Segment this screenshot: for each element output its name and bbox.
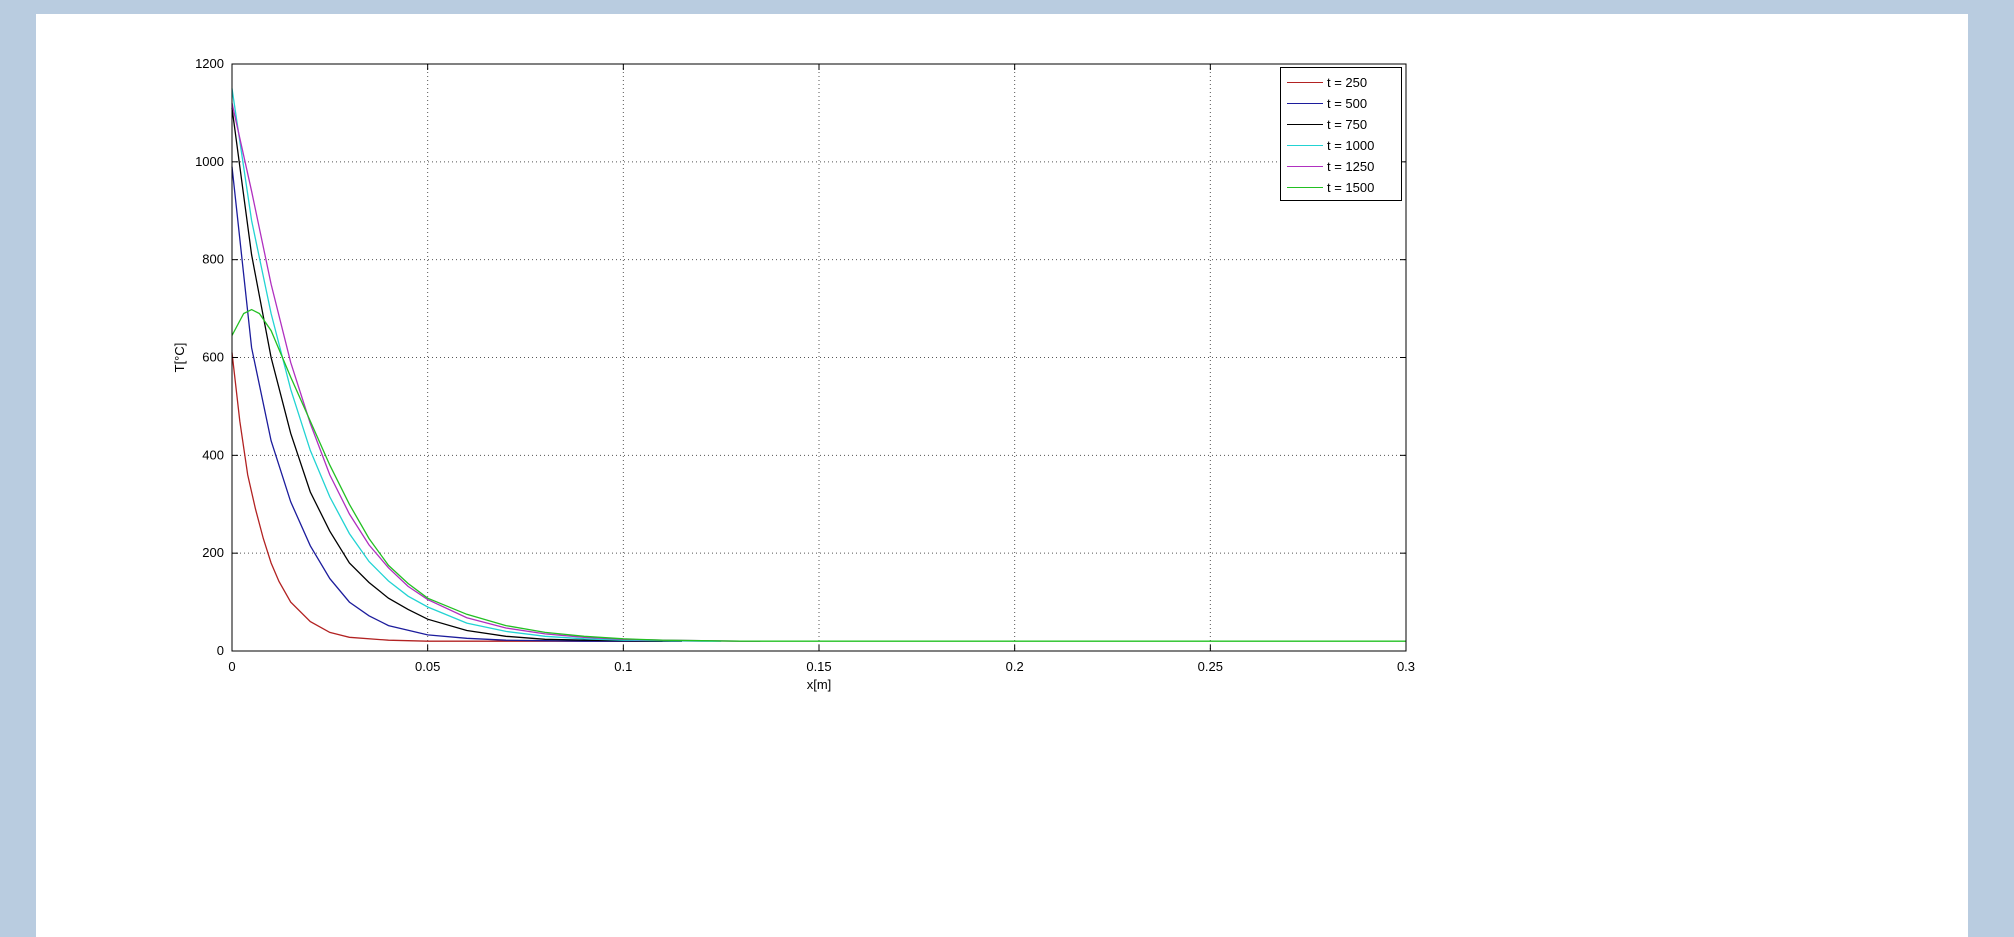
y-tick-label: 600 <box>202 350 224 365</box>
series-line-2 <box>231 107 682 642</box>
legend-label: t = 1250 <box>1327 158 1375 174</box>
y-tick-label: 0 <box>217 643 224 658</box>
series-line-1 <box>231 166 663 642</box>
legend: t = 250 t = 500 t = 750 t = 1000 t = 125… <box>1280 67 1402 201</box>
legend-entry: t = 750 <box>1287 114 1399 134</box>
y-tick-label: 400 <box>202 447 224 462</box>
x-tick-label: 0.2 <box>1006 659 1024 674</box>
x-tick-label: 0.1 <box>614 659 632 674</box>
legend-swatch <box>1287 81 1323 83</box>
legend-label: t = 500 <box>1327 95 1368 111</box>
x-tick-label: 0.05 <box>415 659 440 674</box>
y-axis-label: T[°C] <box>172 343 187 373</box>
legend-swatch <box>1287 144 1323 146</box>
legend-swatch <box>1287 165 1323 167</box>
grid-layer <box>232 64 1406 651</box>
x-tick-label: 0 <box>228 659 235 674</box>
legend-entry: t = 1000 <box>1287 135 1399 155</box>
x-tick-label: 0.3 <box>1397 659 1415 674</box>
legend-entry: t = 500 <box>1287 93 1399 113</box>
legend-swatch <box>1287 186 1323 188</box>
legend-entry: t = 1500 <box>1287 177 1399 197</box>
legend-label: t = 750 <box>1327 116 1368 132</box>
legend-swatch <box>1287 102 1323 104</box>
x-tick-label: 0.25 <box>1198 659 1223 674</box>
y-tick-label: 800 <box>202 252 224 267</box>
legend-entry: t = 1250 <box>1287 156 1399 176</box>
series-line-0 <box>231 352 663 642</box>
legend-label: t = 1500 <box>1327 179 1375 195</box>
legend-swatch <box>1287 123 1323 125</box>
x-tick-label: 0.15 <box>806 659 831 674</box>
tick-layer: 0 0.05 0.1 0.15 0.2 0.25 0.3 0 200 400 600 800 1000 1… <box>195 56 1415 674</box>
y-tick-label: 200 <box>202 545 224 560</box>
series-line-4 <box>231 102 761 642</box>
y-tick-label: 1200 <box>195 56 224 71</box>
legend-label: t = 250 <box>1327 74 1368 90</box>
plot-svg: 0 0.05 0.1 0.15 0.2 0.25 0.3 0 200 400 600 800 1000 1… <box>172 56 1415 692</box>
legend-entry: t = 250 <box>1287 72 1399 92</box>
legend-label: t = 1000 <box>1327 137 1375 153</box>
series-line-5 <box>231 308 1406 642</box>
x-axis-label: x[m] <box>807 677 832 692</box>
series-layer <box>231 88 1406 642</box>
series-line-3 <box>231 88 722 642</box>
figure-window: 0 0.05 0.1 0.15 0.2 0.25 0.3 0 200 400 600 800 1000 1… <box>36 14 1968 937</box>
y-tick-label: 1000 <box>195 154 224 169</box>
